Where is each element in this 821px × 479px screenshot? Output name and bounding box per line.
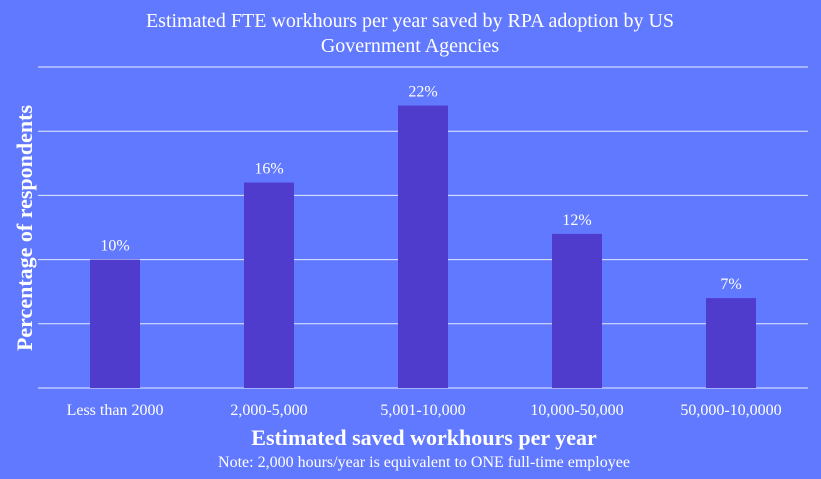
chart-title-line-1: Estimated FTE workhours per year saved b… (146, 10, 674, 32)
data-label-3: 22% (408, 84, 437, 101)
x-tick-label-3: 5,001-10,000 (380, 402, 465, 419)
x-tick-label-2: 2,000-5,000 (230, 402, 307, 419)
x-tick-label-5: 50,000-10,0000 (680, 402, 781, 419)
bar-2 (244, 182, 294, 388)
chart-note: Note: 2,000 hours/year is equivalent to … (218, 454, 630, 471)
data-label-2: 16% (254, 161, 283, 178)
bars (90, 105, 756, 389)
bar-1 (90, 259, 140, 388)
data-labels: 10% 16% 22% 12% 7% (100, 84, 741, 294)
chart-title-line-2: Government Agencies (321, 35, 499, 57)
x-axis-label: Estimated saved workhours per year (251, 425, 597, 450)
y-axis-label: Percentage of respondents (12, 105, 37, 351)
x-tick-label-4: 10,000-50,000 (530, 402, 623, 419)
bar-3 (398, 105, 448, 389)
x-tick-label-1: Less than 2000 (67, 402, 164, 419)
data-label-4: 12% (562, 212, 591, 229)
bar-4 (552, 233, 602, 388)
data-label-1: 10% (100, 238, 129, 255)
bar-5 (706, 298, 756, 388)
data-label-5: 7% (720, 276, 741, 293)
x-tick-labels: Less than 2000 2,000-5,000 5,001-10,000 10,… (67, 402, 782, 419)
